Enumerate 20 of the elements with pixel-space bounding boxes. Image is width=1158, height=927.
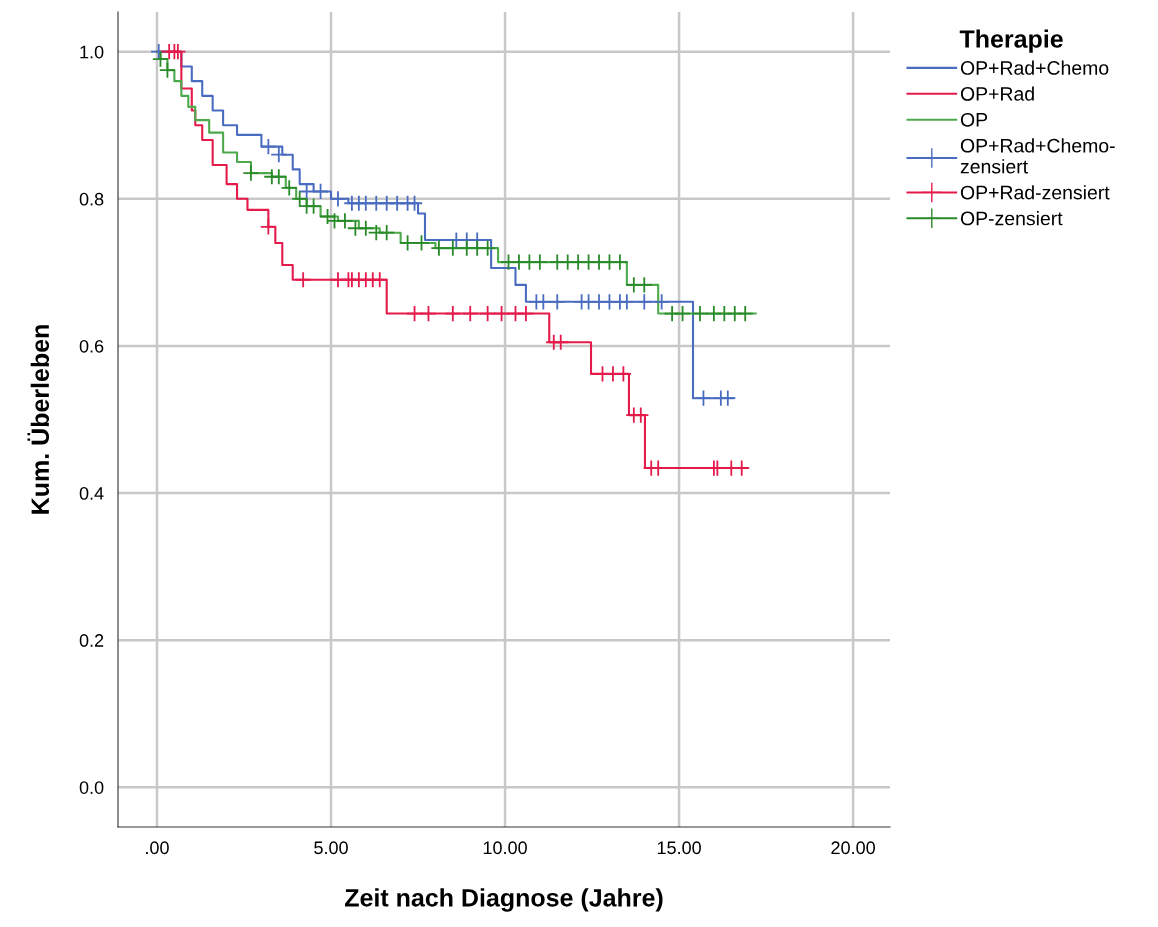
legend-label: OP+Rad-zensiert	[960, 185, 1110, 200]
x-axis-title: Zeit nach Diagnose (Jahre)	[345, 888, 663, 912]
x-tick-label: 15.00	[657, 841, 701, 855]
legend-label: OP	[960, 112, 988, 127]
y-tick-label: 1.0	[80, 45, 104, 59]
legend-label: OP+Rad+Chemo-zensiert	[960, 138, 1115, 174]
x-tick-label: 20.00	[831, 841, 875, 855]
legend-label: OP+Rad	[960, 86, 1034, 101]
x-tick-label: 5.00	[314, 841, 348, 855]
x-tick-label: 10.00	[483, 841, 527, 855]
y-tick-label: 0.0	[79, 781, 104, 794]
y-axis-title: Kum. Überleben	[27, 325, 50, 514]
y-tick-label: 0.8	[79, 192, 104, 206]
legend-label: OP+Rad+Chemo	[960, 60, 1109, 75]
legend-label: OP-zensiert	[960, 211, 1063, 226]
y-tick-label: 0.4	[79, 486, 104, 500]
y-tick-label: 0.6	[79, 339, 104, 353]
x-tick-label: .00	[146, 841, 169, 855]
legend-title: Therapie	[959, 29, 1063, 53]
y-tick-label: 0.2	[79, 634, 104, 647]
